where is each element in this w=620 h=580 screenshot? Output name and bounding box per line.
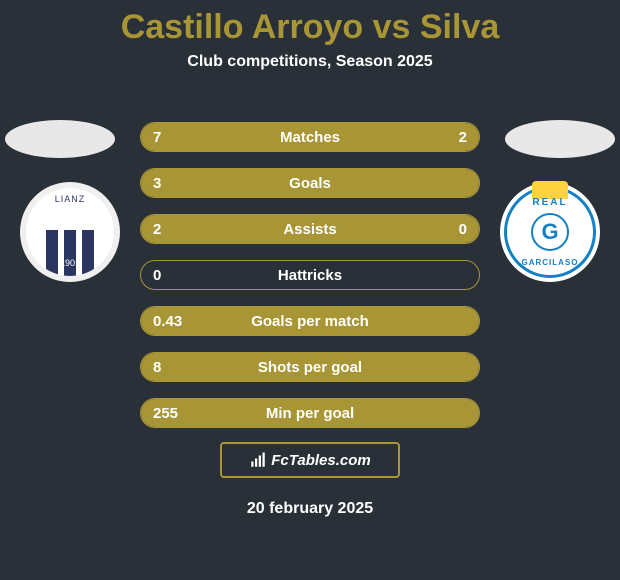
team-right-top-text: REAL [507, 197, 593, 208]
team-right-badge: REAL GARCILASO G [504, 186, 596, 278]
team-left-bottom-text: 1901 [26, 258, 114, 268]
stat-value-right: 2 [459, 123, 467, 151]
team-right-logo: REAL GARCILASO G [500, 182, 600, 282]
team-left-badge: LIANZ 1901 [26, 188, 114, 276]
stat-label: Hattricks [141, 261, 479, 289]
stat-row: 7Matches2 [140, 122, 480, 152]
right-oval-decoration [505, 120, 615, 158]
stat-label: Min per goal [141, 399, 479, 427]
brand-text: FcTables.com [271, 452, 370, 469]
stat-value-right: 0 [459, 215, 467, 243]
stat-row: 0Hattricks [140, 260, 480, 290]
stat-label: Goals per match [141, 307, 479, 335]
stat-label: Matches [141, 123, 479, 151]
page-title: Castillo Arroyo vs Silva [0, 0, 620, 47]
page-subtitle: Club competitions, Season 2025 [0, 53, 620, 71]
stat-label: Shots per goal [141, 353, 479, 381]
team-right-center-letter: G [531, 213, 569, 251]
left-oval-decoration [5, 120, 115, 158]
chart-icon [249, 451, 267, 469]
comparison-bars: 7Matches23Goals2Assists00Hattricks0.43Go… [140, 122, 480, 444]
team-right-bottom-text: GARCILASO [507, 258, 593, 267]
stat-row: 3Goals [140, 168, 480, 198]
date-text: 20 february 2025 [0, 500, 620, 518]
team-left-top-text: LIANZ [26, 194, 114, 204]
team-left-logo: LIANZ 1901 [20, 182, 120, 282]
stat-row: 255Min per goal [140, 398, 480, 428]
stat-label: Assists [141, 215, 479, 243]
stat-label: Goals [141, 169, 479, 197]
stat-row: 0.43Goals per match [140, 306, 480, 336]
brand-box[interactable]: FcTables.com [220, 442, 400, 478]
stat-row: 2Assists0 [140, 214, 480, 244]
stat-row: 8Shots per goal [140, 352, 480, 382]
